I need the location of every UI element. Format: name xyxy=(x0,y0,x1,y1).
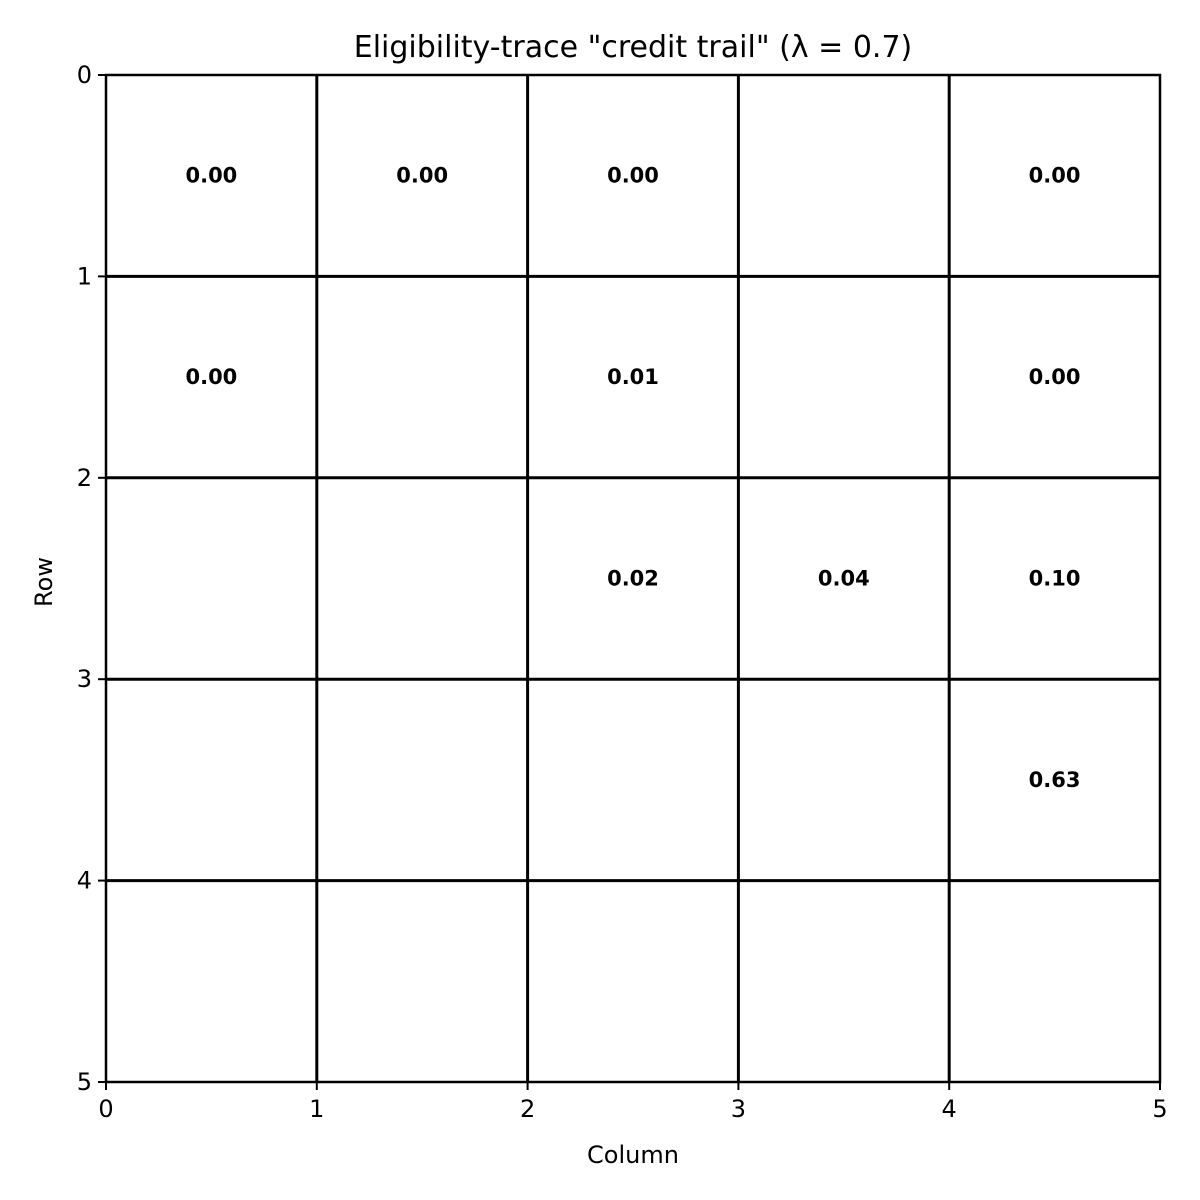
y-axis-ticks: 0 1 2 3 4 5 xyxy=(77,61,106,1096)
x-tick-label: 0 xyxy=(98,1095,113,1123)
y-tick-label: 1 xyxy=(77,262,92,290)
cell-value-label: 0.00 xyxy=(1029,164,1081,188)
cell-value-label: 0.63 xyxy=(1029,768,1081,792)
y-tick-label: 5 xyxy=(77,1068,92,1096)
x-axis-label: Column xyxy=(587,1141,679,1169)
plot-frame xyxy=(104,73,1162,1084)
y-tick-label: 4 xyxy=(77,867,92,895)
x-tick-label: 2 xyxy=(520,1095,535,1123)
chart-title: Eligibility-trace "credit trail" (λ = 0.… xyxy=(354,30,913,65)
cell-value-label: 0.01 xyxy=(607,365,659,389)
x-axis-ticks: 0 1 2 3 4 5 xyxy=(98,1082,1168,1123)
x-tick-label: 4 xyxy=(942,1095,957,1123)
plot-area xyxy=(106,75,1160,1082)
cell-value-label: 0.00 xyxy=(396,164,448,188)
x-tick-label: 3 xyxy=(731,1095,746,1123)
y-tick-label: 3 xyxy=(77,665,92,693)
cell-labels: 0.00 0.00 0.00 0.00 0.00 0.01 0.00 0.02 0.04 0.10… xyxy=(185,164,1080,792)
x-tick-label: 1 xyxy=(309,1095,324,1123)
y-tick-label: 0 xyxy=(77,61,92,89)
y-axis-label: Row xyxy=(30,557,58,607)
cell-value-label: 0.04 xyxy=(818,567,870,591)
cell-value-label: 0.00 xyxy=(607,164,659,188)
x-tick-label: 5 xyxy=(1152,1095,1167,1123)
cell-value-label: 0.00 xyxy=(1029,365,1081,389)
grid-lines xyxy=(106,75,1160,1082)
cell-value-label: 0.10 xyxy=(1029,567,1081,591)
cell-value-label: 0.00 xyxy=(185,164,237,188)
y-tick-label: 2 xyxy=(77,464,92,492)
cell-value-label: 0.00 xyxy=(185,365,237,389)
cell-value-label: 0.02 xyxy=(607,567,659,591)
